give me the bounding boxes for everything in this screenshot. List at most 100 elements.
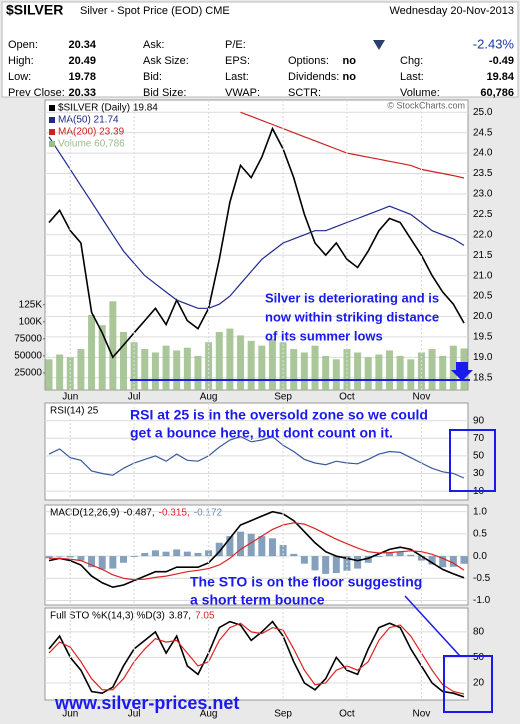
y-tick-label: 20 xyxy=(473,678,485,689)
annotation: now within striking distance xyxy=(265,309,439,324)
series-line xyxy=(48,435,465,479)
bar xyxy=(386,553,394,557)
bar xyxy=(98,556,106,570)
subtitle: Silver - Spot Price (EOD) CME xyxy=(80,5,230,17)
bar xyxy=(332,556,340,573)
bar xyxy=(396,355,404,390)
bar xyxy=(215,332,223,390)
bar xyxy=(183,551,191,557)
annotation: RSI at 25 is in the oversold zone so we … xyxy=(130,407,428,423)
bar xyxy=(151,550,159,557)
field-value: no xyxy=(343,71,357,83)
legend-entry: -0.315, xyxy=(159,508,190,519)
y-tick-label: -1.0 xyxy=(473,595,491,606)
y-tick-label: 19.5 xyxy=(473,332,493,343)
bar xyxy=(226,536,234,557)
bar xyxy=(386,350,394,390)
field-label: EPS: xyxy=(225,55,250,67)
legend-swatch xyxy=(49,141,55,147)
y-tick-label: 23.0 xyxy=(473,189,493,200)
field-value: 20.49 xyxy=(68,55,96,67)
legend-entry: -0.487, xyxy=(123,508,154,519)
bar xyxy=(300,556,308,564)
y2-tick-label: 50000 xyxy=(14,351,42,362)
y2-tick-label: 125K xyxy=(19,299,43,310)
quote-box xyxy=(1,1,519,98)
bar xyxy=(268,538,276,557)
bar xyxy=(311,556,319,571)
bar xyxy=(439,355,447,390)
bar xyxy=(407,359,415,390)
bar xyxy=(226,328,234,390)
bar xyxy=(141,349,149,390)
y-tick-label: 21.0 xyxy=(473,270,493,281)
field-value: 60,786 xyxy=(480,87,514,99)
rsi-box xyxy=(449,429,496,492)
symbol: $SILVER xyxy=(6,2,63,18)
bar xyxy=(141,553,149,557)
y-tick-label: 20.5 xyxy=(473,291,493,302)
field-label: VWAP: xyxy=(225,87,260,99)
bar xyxy=(439,556,447,568)
series-line xyxy=(48,136,465,309)
bar xyxy=(300,352,308,390)
y-tick-label: 0.0 xyxy=(473,551,487,562)
bar xyxy=(77,556,85,561)
bar xyxy=(98,325,106,390)
field-label: Last: xyxy=(225,71,249,83)
x-tick-label: Aug xyxy=(200,709,218,720)
legend-entry: 7.05 xyxy=(195,611,215,622)
field-label: Volume: xyxy=(400,87,440,99)
bar xyxy=(375,354,383,390)
bar xyxy=(109,556,117,569)
bar xyxy=(290,349,298,390)
field-label: Ask: xyxy=(143,39,164,51)
bar xyxy=(279,342,287,390)
x-tick-label: Sep xyxy=(274,392,292,403)
annotation: of its summer lows xyxy=(265,328,383,343)
y-tick-label: 20.0 xyxy=(473,311,493,322)
y-tick-label: 80 xyxy=(473,626,485,637)
field-label: Chg: xyxy=(400,55,423,67)
bar xyxy=(449,345,457,390)
legend-swatch xyxy=(49,117,55,123)
y-tick-label: 30 xyxy=(473,468,485,479)
legend-title: RSI(14) 25 xyxy=(50,406,99,417)
date: Wednesday 20-Nov-2013 xyxy=(389,5,514,17)
y-tick-label: 90 xyxy=(473,415,485,426)
field-label: Low: xyxy=(8,71,31,83)
sto-box xyxy=(443,655,493,713)
change-pct: -2.43% xyxy=(473,36,515,51)
bar xyxy=(194,553,202,557)
bar xyxy=(215,542,223,557)
field-label: High: xyxy=(8,55,34,67)
legend-entry: MA(50) 21.74 xyxy=(58,115,119,126)
x-tick-label: Nov xyxy=(413,709,431,720)
y-tick-label: 24.5 xyxy=(473,127,493,138)
y-tick-label: -0.5 xyxy=(473,573,491,584)
y-tick-label: 22.0 xyxy=(473,229,493,240)
pointer-line xyxy=(404,595,461,657)
bar xyxy=(290,553,298,557)
y-tick-label: 70 xyxy=(473,433,485,444)
panel xyxy=(44,504,469,606)
panel xyxy=(44,607,469,701)
bar xyxy=(237,531,245,557)
y-tick-label: 22.5 xyxy=(473,209,493,220)
legend-entry: Volume 60,786 xyxy=(58,139,125,150)
legend-entry: MA(200) 23.39 xyxy=(58,127,125,138)
bar xyxy=(56,556,64,557)
bar xyxy=(460,556,468,564)
bar xyxy=(364,556,372,563)
field-value: 20.33 xyxy=(68,87,96,99)
field-label: Ask Size: xyxy=(143,55,189,67)
bar xyxy=(311,345,319,390)
bar xyxy=(428,556,436,565)
field-value: 19.78 xyxy=(68,71,96,83)
bar xyxy=(247,533,255,557)
field-value: 20.34 xyxy=(68,39,96,51)
bar xyxy=(449,556,457,567)
y-tick-label: 23.5 xyxy=(473,168,493,179)
field-label: Bid: xyxy=(143,71,162,83)
